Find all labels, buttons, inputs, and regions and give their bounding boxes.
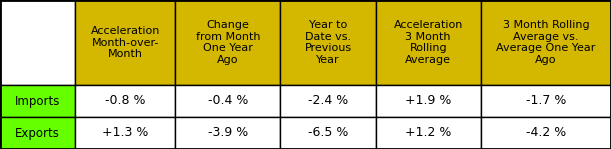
- Bar: [376, 0, 481, 85]
- Text: Exports: Exports: [15, 127, 60, 139]
- Bar: [0, 0, 75, 85]
- Text: Imports: Imports: [15, 94, 60, 107]
- Text: -4.2 %: -4.2 %: [526, 127, 566, 139]
- Bar: [75, 0, 175, 85]
- Text: +1.2 %: +1.2 %: [405, 127, 452, 139]
- Bar: [280, 117, 376, 149]
- Bar: [376, 85, 481, 117]
- Bar: [75, 85, 175, 117]
- Bar: [280, 0, 376, 85]
- Text: -0.8 %: -0.8 %: [105, 94, 145, 107]
- Text: +1.3 %: +1.3 %: [102, 127, 148, 139]
- Bar: [175, 0, 280, 85]
- Bar: [481, 117, 611, 149]
- Text: Year to
Date vs.
Previous
Year: Year to Date vs. Previous Year: [304, 20, 351, 65]
- Bar: [481, 0, 611, 85]
- Text: +1.9 %: +1.9 %: [405, 94, 452, 107]
- Bar: [75, 117, 175, 149]
- Text: -6.5 %: -6.5 %: [308, 127, 348, 139]
- Bar: [0, 85, 75, 117]
- Text: Change
from Month
One Year
Ago: Change from Month One Year Ago: [196, 20, 260, 65]
- Bar: [0, 117, 75, 149]
- Bar: [376, 117, 481, 149]
- Text: -0.4 %: -0.4 %: [208, 94, 248, 107]
- Bar: [175, 117, 280, 149]
- Text: -1.7 %: -1.7 %: [525, 94, 566, 107]
- Text: 3 Month Rolling
Average vs.
Average One Year
Ago: 3 Month Rolling Average vs. Average One …: [496, 20, 596, 65]
- Bar: [280, 85, 376, 117]
- Text: Acceleration
Month-over-
Month: Acceleration Month-over- Month: [90, 26, 160, 59]
- Text: Acceleration
3 Month
Rolling
Average: Acceleration 3 Month Rolling Average: [393, 20, 463, 65]
- Bar: [175, 85, 280, 117]
- Bar: [481, 85, 611, 117]
- Text: -3.9 %: -3.9 %: [208, 127, 248, 139]
- Text: -2.4 %: -2.4 %: [308, 94, 348, 107]
